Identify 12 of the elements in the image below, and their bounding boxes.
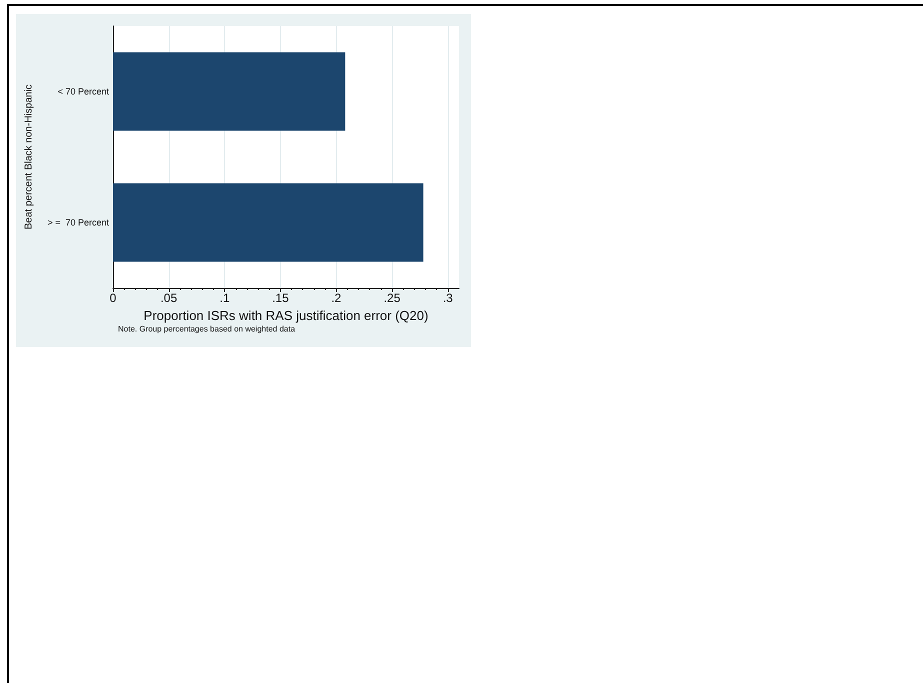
y-tick-label: < 70 Percent (58, 86, 110, 96)
y-tick-label: > = 70 Percent (47, 218, 110, 228)
x-tick-label: .15 (272, 291, 290, 305)
x-tick-label: .1 (220, 291, 230, 305)
y-axis-title: Beat percent Black non-Hispanic (24, 84, 34, 230)
x-axis-title: Proportion ISRs with RAS justification error (Q20) (144, 308, 428, 323)
x-tick-label: 0 (110, 291, 117, 305)
x-tick-label: .25 (384, 291, 401, 305)
x-tick-label: .3 (442, 291, 454, 305)
text: Note. Group percentages based on weighted data (118, 324, 296, 334)
x-tick-label: .05 (160, 291, 178, 305)
x-tick-label: .2 (331, 291, 342, 305)
